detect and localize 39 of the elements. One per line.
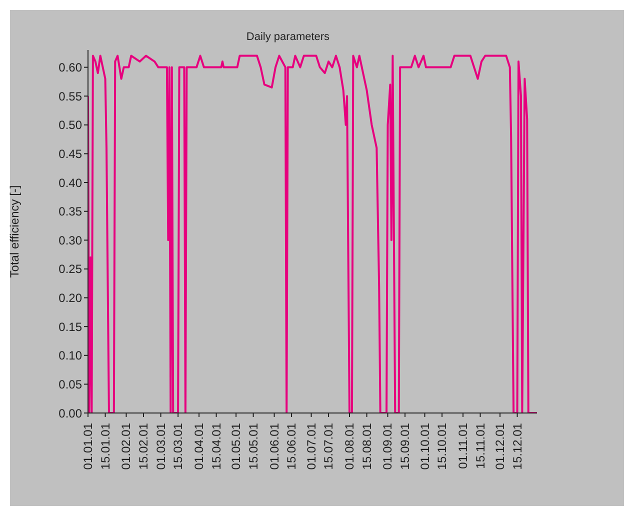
x-tick-label: 15.11.01 (473, 422, 488, 469)
x-tick-label: 01.03.01 (154, 422, 168, 470)
x-tick-label: 01.01.01 (81, 422, 95, 470)
x-tick-label: 15.03.01 (171, 422, 186, 470)
y-tick-label: 0.30 (58, 233, 82, 248)
y-tick-label: 0.20 (58, 291, 82, 306)
y-tick-label: 0.00 (58, 406, 82, 420)
x-tick-label: 01.09.01 (380, 422, 395, 470)
x-tick-label: 15.09.01 (398, 422, 412, 470)
y-tick-label: 0.05 (58, 377, 82, 392)
y-tick-label: 0.35 (58, 204, 82, 219)
x-tick-label: 01.08.01 (342, 422, 357, 470)
x-tick-label: 01.06.01 (267, 422, 282, 470)
x-tick-label: 15.07.01 (322, 422, 336, 470)
y-tick-label: 0.25 (58, 262, 82, 276)
x-tick-label: 01.05.01 (229, 422, 244, 470)
x-tick-label: 15.05.01 (246, 422, 260, 470)
x-tick-label: 01.02.01 (119, 422, 134, 470)
x-tick-label: 15.10.01 (435, 422, 450, 470)
x-tick-label: 01.11.01 (456, 422, 470, 469)
y-tick-label: 0.40 (58, 176, 82, 190)
x-tick-label: 15.08.01 (360, 422, 374, 470)
y-tick-label: 0.60 (58, 60, 82, 75)
x-tick-label: 15.12.01 (510, 422, 524, 470)
x-tick-label: 15.04.01 (209, 422, 224, 470)
x-tick-label: 01.04.01 (192, 422, 206, 470)
y-tick-label: 0.55 (58, 89, 82, 104)
x-tick-label: 15.01.01 (98, 422, 112, 470)
y-tick-label: 0.50 (58, 118, 82, 132)
x-tick-label: 01.12.01 (492, 422, 507, 470)
y-tick-label: 0.10 (58, 348, 82, 363)
x-tick-label: 01.07.01 (304, 422, 318, 470)
y-tick-label: 0.15 (58, 320, 82, 334)
y-axis-title: Total efficiency [-] (7, 185, 22, 278)
x-tick-label: 15.02.01 (136, 422, 151, 470)
x-tick-label: 15.06.01 (284, 422, 299, 470)
x-tick-label: 01.10.01 (418, 422, 432, 470)
chart-title: Daily parameters (245, 31, 331, 43)
y-tick-label: 0.45 (58, 146, 82, 161)
